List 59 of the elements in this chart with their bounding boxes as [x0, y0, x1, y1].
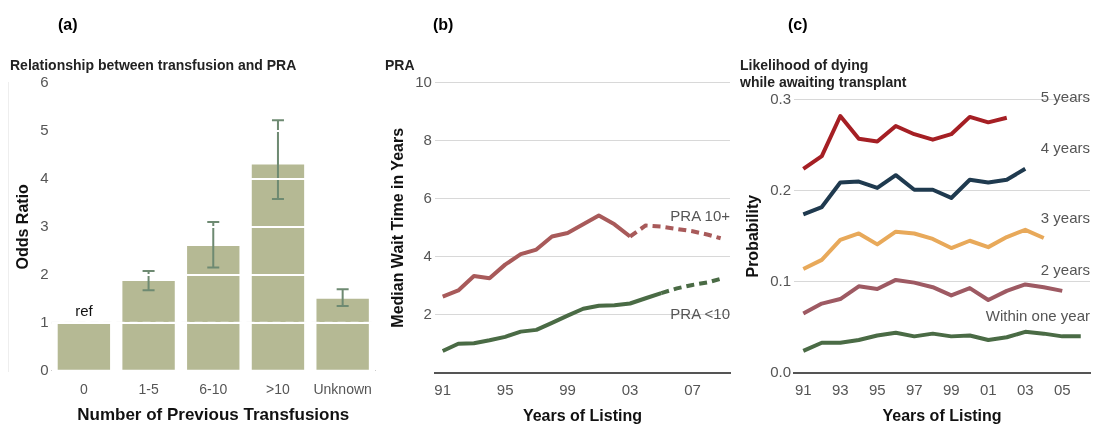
y-tick-label: 0.2 [770, 180, 792, 198]
x-tick-label: 03 [1016, 380, 1034, 398]
annotation: ref [75, 302, 94, 320]
bar [122, 281, 175, 370]
series-label: Within one year [985, 307, 1090, 325]
bar [316, 298, 369, 370]
x-axis-title: Years of Listing [522, 406, 643, 424]
bar [187, 246, 240, 370]
y-tick-label: 3 [40, 216, 49, 234]
text: (b) [433, 16, 454, 33]
x-tick-label: 05 [1053, 380, 1071, 398]
y-tick-label: 2 [423, 304, 432, 322]
chart-title: PRA [385, 57, 415, 74]
x-tick-label: 1-5 [138, 381, 159, 398]
chart-title: Likelihood of dying while awaiting transplant [739, 57, 907, 91]
y-tick-label: 0.3 [770, 89, 792, 107]
x-tick-label: 95 [868, 380, 886, 398]
x-tick-label: 99 [942, 380, 960, 398]
y-tick-label: 6 [423, 188, 432, 206]
x-tick-label: 99 [559, 380, 576, 398]
y-tick-label: 10 [415, 72, 432, 90]
y-tick-label: 1 [40, 312, 49, 330]
text: PRA 10+ [670, 207, 731, 225]
x-tick-label: 91 [794, 380, 812, 398]
series-label: 3 years [1040, 208, 1090, 226]
x-tick-label: 03 [621, 380, 639, 398]
bar [57, 322, 111, 370]
series-label: 2 years [1040, 261, 1090, 279]
x-tick-label: 0 [79, 381, 88, 398]
text: 5 years [1040, 88, 1090, 106]
y-tick-label: 2 [40, 264, 49, 282]
x-tick-label: 97 [905, 380, 923, 398]
y-axis-title: Odds Ratio [14, 183, 32, 270]
text: (c) [788, 16, 808, 33]
y-tick-label: 0.0 [770, 362, 792, 380]
y-tick-label: 4 [423, 246, 432, 264]
x-tick-label: 95 [496, 380, 514, 398]
y-tick-label: 0 [40, 360, 49, 378]
y-tick-label: 0.1 [770, 271, 792, 289]
x-tick-label: 07 [684, 380, 701, 398]
x-tick-label: 01 [979, 380, 997, 398]
series-label: 4 years [1040, 139, 1090, 157]
x-tick-label: 91 [434, 380, 452, 398]
x-axis-title: Years of Listing [882, 406, 1002, 424]
x-tick-label: >10 [266, 381, 291, 398]
y-axis-title: Probability [744, 194, 762, 278]
y-tick-label: 6 [40, 72, 49, 90]
x-tick-label: Unknown [313, 381, 372, 398]
y-tick-label: 4 [40, 168, 49, 186]
text: (a) [58, 16, 78, 33]
bar [251, 164, 305, 370]
y-tick-label: 8 [423, 130, 432, 148]
x-axis-title: Number of Previous Transfusions [77, 405, 350, 425]
x-tick-label: 93 [831, 380, 849, 398]
x-tick-label: 6-10 [199, 381, 228, 398]
chart-title: Relationship between transfusion and PRA [10, 57, 297, 74]
y-axis-title: Median Wait Time in Years [389, 127, 407, 328]
series-label: PRA <10 [670, 304, 730, 322]
y-tick-label: 5 [40, 120, 49, 138]
